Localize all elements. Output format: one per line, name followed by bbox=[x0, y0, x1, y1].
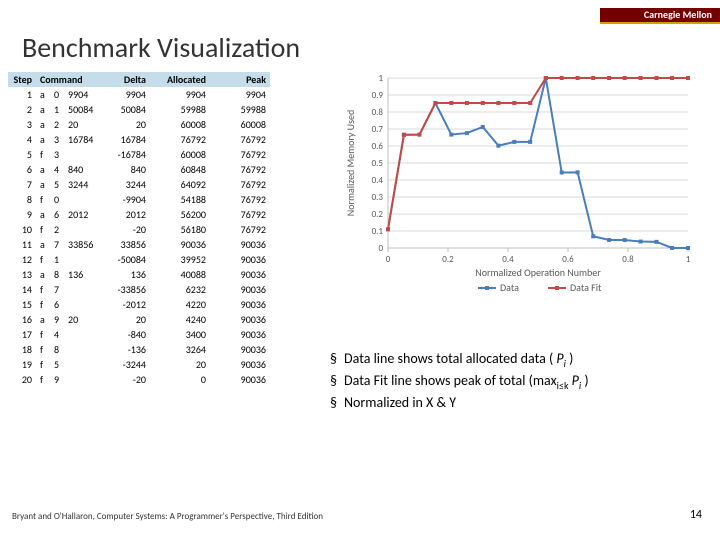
svg-text:1: 1 bbox=[686, 254, 691, 265]
bullet-list: Data line shows total allocated data ( P… bbox=[330, 350, 589, 413]
table-row: 9a6201220125620076792 bbox=[8, 207, 270, 222]
table-row: 3a220206000860008 bbox=[8, 117, 270, 132]
svg-text:0.1: 0.1 bbox=[372, 226, 384, 237]
line-chart: 0 0.1 0.2 0.3 0.4 0.5 0.6 0.7 0.8 0.9 1 0 0.2 0.4 0.6 0… bbox=[340, 72, 710, 302]
table-row: 20f9-20090036 bbox=[8, 372, 270, 387]
table-row: 6a48408406084876792 bbox=[8, 162, 270, 177]
table-row: 11a733856338569003690036 bbox=[8, 237, 270, 252]
table-row: 16a92020424090036 bbox=[8, 312, 270, 327]
svg-text:0.9: 0.9 bbox=[372, 90, 384, 101]
svg-text:0.2: 0.2 bbox=[442, 254, 454, 265]
svg-text:0.5: 0.5 bbox=[372, 158, 384, 169]
table-row: 1a09904990499049904 bbox=[8, 87, 270, 102]
svg-text:Normalized Operation Number: Normalized Operation Number bbox=[475, 266, 601, 279]
slide-title: Benchmark Visualization bbox=[22, 30, 300, 65]
svg-text:0: 0 bbox=[378, 243, 383, 254]
svg-text:0.8: 0.8 bbox=[372, 107, 384, 118]
svg-text:Normalized Memory Used: Normalized Memory Used bbox=[344, 110, 357, 216]
table-row: 19f5-32442090036 bbox=[8, 357, 270, 372]
table-row: 18f8-136326490036 bbox=[8, 342, 270, 357]
table-row: 12f1-500843995290036 bbox=[8, 252, 270, 267]
table-row: 2a150084500845998859988 bbox=[8, 102, 270, 117]
svg-text:0.7: 0.7 bbox=[372, 124, 384, 135]
svg-text:Data: Data bbox=[500, 281, 519, 294]
table-row: 4a316784167847679276792 bbox=[8, 132, 270, 147]
svg-text:0: 0 bbox=[386, 254, 391, 265]
svg-text:0.4: 0.4 bbox=[372, 175, 384, 186]
bullet-3: Normalized in X & Y bbox=[330, 394, 589, 411]
table-row: 5f3-167846000876792 bbox=[8, 147, 270, 162]
bullet-2: Data Fit line shows peak of total (maxi≤… bbox=[330, 372, 589, 392]
bullet-1: Data line shows total allocated data ( P… bbox=[330, 350, 589, 370]
table-row: 13a81361364008890036 bbox=[8, 267, 270, 282]
svg-text:0.6: 0.6 bbox=[372, 141, 384, 152]
svg-text:0.4: 0.4 bbox=[502, 254, 514, 265]
university-header: Carnegie Mellon bbox=[600, 8, 720, 24]
table-row: 7a5324432446409276792 bbox=[8, 177, 270, 192]
page-number: 14 bbox=[690, 508, 702, 522]
svg-text:Data Fit: Data Fit bbox=[570, 281, 602, 294]
table-row: 17f4-840340090036 bbox=[8, 327, 270, 342]
svg-text:0.6: 0.6 bbox=[562, 254, 574, 265]
table-row: 15f6-2012422090036 bbox=[8, 297, 270, 312]
table-row: 8f0-99045418876792 bbox=[8, 192, 270, 207]
svg-text:0.3: 0.3 bbox=[372, 192, 384, 203]
table-row: 10f2-205618076792 bbox=[8, 222, 270, 237]
svg-text:0.8: 0.8 bbox=[622, 254, 634, 265]
svg-text:0.2: 0.2 bbox=[372, 209, 384, 220]
data-table: StepCommandDeltaAllocatedPeak 1a09904990… bbox=[8, 72, 270, 387]
table-row: 14f7-33856623290036 bbox=[8, 282, 270, 297]
svg-text:1: 1 bbox=[378, 73, 383, 84]
footer-citation: Bryant and O'Hallaron, Computer Systems:… bbox=[12, 511, 323, 522]
